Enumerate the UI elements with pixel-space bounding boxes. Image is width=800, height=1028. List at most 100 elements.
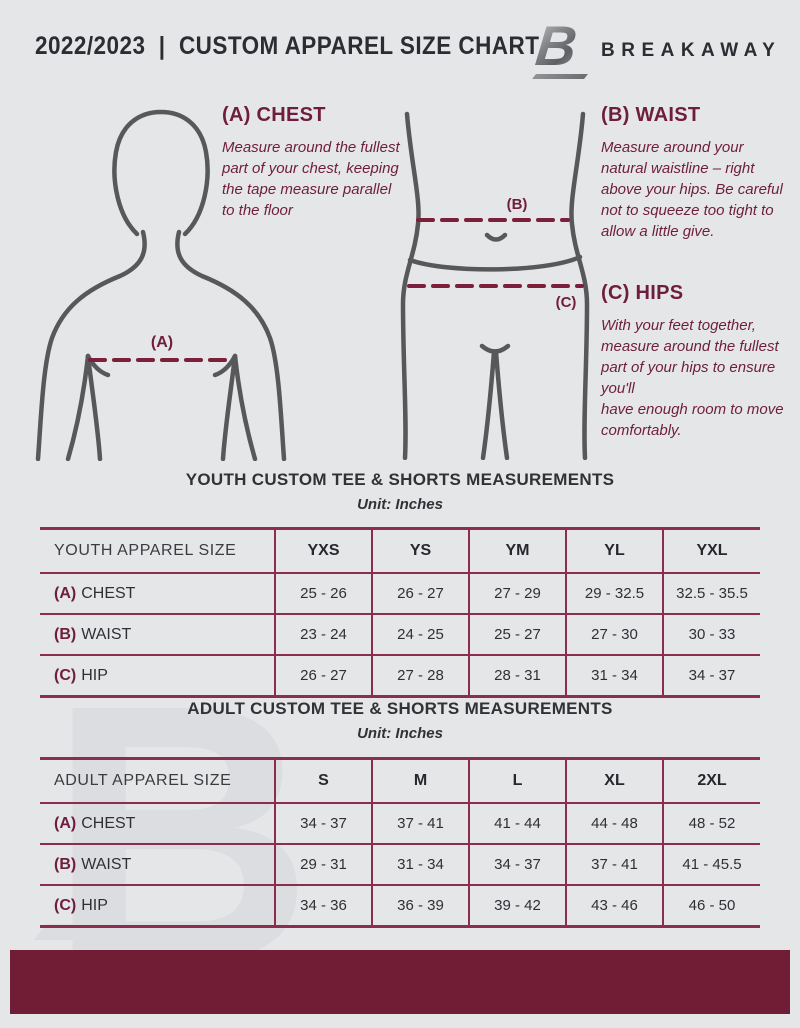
adult-waist-2xl: 41 - 45.5 [663,844,760,886]
adult-waist-l: 34 - 37 [469,844,567,886]
waist-guide-title: (B) WAIST [601,104,701,126]
figure-left-shoulder-arm [35,229,147,461]
youth-section-unit: Unit: Inches [357,496,443,513]
adult-hip-2xl: 46 - 50 [663,885,760,928]
adult-hip-s: 34 - 36 [275,885,373,928]
youth-size-header-cell: YOUTH APPAREL SIZE [40,528,276,574]
adult-section-title: ADULT CUSTOM TEE & SHORTS MEASUREMENTS [187,699,613,718]
figure-right-inner-arm [232,353,258,461]
lower-body-figure: (B) (C) [400,111,590,460]
youth-chest-ys: 26 - 27 [372,573,470,615]
adult-hip-l: 39 - 42 [469,885,567,928]
adult-waist-m: 31 - 34 [372,844,470,886]
upper-body-figure: (A) [35,109,287,461]
adult-waist-xl: 37 - 41 [566,844,664,886]
chest-marker-label: (A) [151,334,173,351]
figure-head-outline [112,109,210,237]
youth-hip-ym: 28 - 31 [469,655,567,698]
youth-size-yxl: YXL [663,528,760,574]
adult-size-xl: XL [566,758,664,804]
row-name: CHEST [81,814,136,832]
adult-table-header-row: ADULT APPAREL SIZE S M L XL 2XL [40,758,760,804]
youth-size-table: YOUTH APPAREL SIZE YXS YS YM YL YXL (A) C… [40,527,760,698]
row-name: WAIST [81,625,132,643]
youth-size-yl: YL [566,528,664,574]
row-name: HIP [81,896,108,914]
figure-left-torso-side [85,353,103,461]
youth-chest-yxs: 25 - 26 [275,573,373,615]
youth-hip-row: (C) HIP 26 - 27 27 - 28 28 - 31 31 - 34 3… [40,655,760,698]
row-name: WAIST [81,855,132,873]
brand-name: BREAKAWAY [601,40,782,61]
youth-size-yxs: YXS [275,528,373,574]
adult-size-table: ADULT APPAREL SIZE S M L XL 2XL (A) CHEST… [40,757,760,928]
adult-chest-2xl: 48 - 52 [663,803,760,845]
youth-chest-yxl: 32.5 - 35.5 [663,573,760,615]
adult-size-l: L [469,758,567,804]
figure-right-inner-leg [493,349,510,460]
row-marker: (C) [54,896,77,914]
adult-size-2xl: 2XL [663,758,760,804]
adult-hip-xl: 43 - 46 [566,885,664,928]
figure-right-armpit-notch [212,353,238,378]
youth-waist-yl: 27 - 30 [566,614,664,656]
row-marker: (A) [54,584,77,602]
adult-hip-label-cell: (C) HIP [40,885,276,928]
adult-hip-m: 36 - 39 [372,885,470,928]
figure-hip-line [407,254,583,272]
adult-section-unit: Unit: Inches [357,725,443,742]
chest-guide-text: Measure around the fullest part of your … [222,139,400,219]
row-name: HIP [81,666,108,684]
figure-navel [484,232,508,242]
adult-chest-label-cell: (A) CHEST [40,803,276,845]
youth-hip-yxs: 26 - 27 [275,655,373,698]
youth-hip-yxl: 34 - 37 [663,655,760,698]
row-name: CHEST [81,584,136,602]
chest-guide: (A) CHEST Measure around the fullest par… [222,104,404,221]
logo-base-stroke [532,74,588,79]
youth-size-ym: YM [469,528,567,574]
figure-right-shoulder-arm [175,229,287,461]
adult-waist-label-cell: (B) WAIST [40,844,276,886]
waist-marker-label: (B) [507,196,528,213]
adult-hip-row: (C) HIP 34 - 36 36 - 39 39 - 42 43 - 46 4… [40,885,760,928]
figure-right-torso-side [220,353,238,461]
figure-right-side [569,111,590,460]
figure-left-inner-arm [65,353,91,461]
hips-guide: (C) HIPS With your feet together, measur… [601,282,793,441]
youth-chest-ym: 27 - 29 [469,573,567,615]
row-marker: (B) [54,625,77,643]
youth-waist-ys: 24 - 25 [372,614,470,656]
hips-guide-text: With your feet together, measure around … [601,317,784,439]
adult-size-s: S [275,758,373,804]
youth-section-title: YOUTH CUSTOM TEE & SHORTS MEASUREMENTS [185,470,615,489]
youth-waist-label-cell: (B) WAIST [40,614,276,656]
figure-left-side [400,111,421,460]
adult-size-m: M [372,758,470,804]
row-marker: (A) [54,814,77,832]
adult-chest-row: (A) CHEST 34 - 37 37 - 41 41 - 44 44 - 48… [40,803,760,845]
youth-chest-label-cell: (A) CHEST [40,573,276,615]
youth-chest-yl: 29 - 32.5 [566,573,664,615]
page-title: 2022/2023 | CUSTOM APPAREL SIZE CHART [35,32,540,60]
adult-chest-s: 34 - 37 [275,803,373,845]
breakaway-logo-icon: B [532,14,593,80]
youth-waist-yxs: 23 - 24 [275,614,373,656]
youth-waist-ym: 25 - 27 [469,614,567,656]
adult-chest-l: 41 - 44 [469,803,567,845]
adult-waist-s: 29 - 31 [275,844,373,886]
adult-chest-xl: 44 - 48 [566,803,664,845]
row-marker: (B) [54,855,77,873]
hips-guide-title: (C) HIPS [601,282,684,304]
hips-marker-label: (C) [556,294,577,311]
footer-bar [10,950,790,1014]
youth-waist-yxl: 30 - 33 [663,614,760,656]
waist-guide-text: Measure around your natural waistline – … [601,139,783,240]
youth-hip-label-cell: (C) HIP [40,655,276,698]
logo-letter: B [533,14,593,77]
adult-waist-row: (B) WAIST 29 - 31 31 - 34 34 - 37 37 - 41… [40,844,760,886]
youth-hip-yl: 31 - 34 [566,655,664,698]
youth-waist-row: (B) WAIST 23 - 24 24 - 25 25 - 27 27 - 30… [40,614,760,656]
youth-chest-row: (A) CHEST 25 - 26 26 - 27 27 - 29 29 - 32… [40,573,760,615]
